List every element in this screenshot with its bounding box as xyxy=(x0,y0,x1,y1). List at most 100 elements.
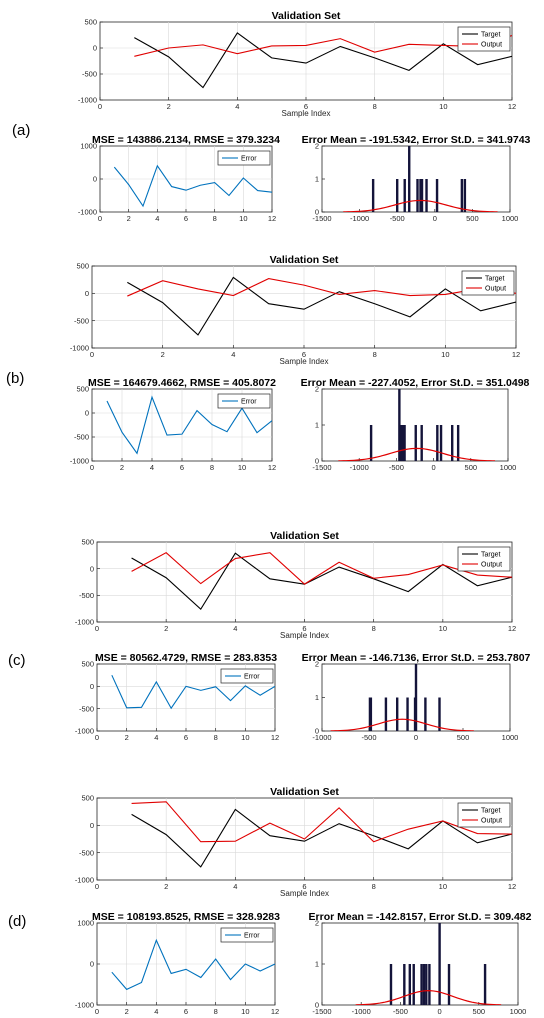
y-tick-label: -1000 xyxy=(75,1001,94,1010)
x-tick-label: 10 xyxy=(439,102,447,111)
x-tick-label: 0 xyxy=(432,463,436,472)
y-tick-label: 0 xyxy=(90,564,94,573)
error-plot-title: MSE = 143886.2134, RMSE = 379.3234 xyxy=(92,134,280,146)
y-tick-label: 1000 xyxy=(80,142,97,151)
x-tick-label: 2 xyxy=(120,463,124,472)
x-tick-label: 0 xyxy=(95,733,99,742)
error-series-line xyxy=(111,938,275,991)
validation-plot-title: Validation Set xyxy=(270,530,339,542)
x-tick-label: -1000 xyxy=(352,1007,371,1016)
histogram-bar xyxy=(412,964,415,1005)
legend-label: Error xyxy=(241,399,257,406)
histogram-bar xyxy=(389,964,393,1005)
panel-label: (b) xyxy=(6,370,24,387)
legend-box xyxy=(461,270,515,296)
y-tick-label: 0 xyxy=(85,289,89,298)
y-tick-label: 500 xyxy=(76,385,89,394)
histogram-bar xyxy=(439,425,443,461)
histogram-plot-frame xyxy=(321,922,519,1006)
error-plot-title: MSE = 108193.8525, RMSE = 328.9283 xyxy=(92,911,280,923)
y-tick-label: -1000 xyxy=(70,457,89,466)
x-tick-label: -1000 xyxy=(312,733,331,742)
x-tick-label: -500 xyxy=(393,1007,408,1016)
legend-box xyxy=(220,668,274,684)
x-tick-label: 8 xyxy=(373,350,377,359)
histogram-bar xyxy=(403,964,406,1005)
histogram-bar xyxy=(436,425,439,461)
histogram-bar xyxy=(399,425,403,461)
y-tick-label: 1 xyxy=(315,960,319,969)
x-tick-label: 12 xyxy=(512,350,520,359)
series-line-output xyxy=(134,34,512,57)
histogram-bar xyxy=(420,179,424,212)
y-tick-label: 0 xyxy=(315,727,319,736)
y-tick-label: 2 xyxy=(315,919,319,928)
histogram-bar xyxy=(396,179,399,212)
x-tick-label: -500 xyxy=(389,463,404,472)
legend-label: Target xyxy=(481,808,501,815)
x-tick-label: 4 xyxy=(154,733,158,742)
y-tick-label: 0 xyxy=(93,175,97,184)
panel-label: (d) xyxy=(8,913,26,930)
x-tick-label: 2 xyxy=(127,214,131,223)
legend-box xyxy=(457,26,511,52)
validation-plot-title: Validation Set xyxy=(272,10,341,22)
series-line-output xyxy=(131,551,512,585)
y-tick-label: -1000 xyxy=(78,96,97,105)
y-tick-label: 500 xyxy=(84,18,97,27)
histogram-plot-title: Error Mean = -191.5342, Error St.D. = 34… xyxy=(302,134,531,146)
histogram-bar xyxy=(369,425,373,461)
legend-label: Output xyxy=(481,818,502,825)
x-tick-label: 2 xyxy=(167,102,171,111)
histogram-bar xyxy=(456,425,460,461)
series-line-target xyxy=(131,808,512,868)
legend-label: Error xyxy=(241,156,257,163)
histogram-bar xyxy=(414,664,418,731)
histogram-bar xyxy=(371,179,375,212)
y-tick-label: 1 xyxy=(315,421,319,430)
x-tick-label: 500 xyxy=(465,463,478,472)
y-tick-label: -500 xyxy=(79,704,94,713)
y-tick-label: 0 xyxy=(93,44,97,53)
histogram-bar xyxy=(406,697,409,731)
histogram-bar xyxy=(420,425,423,461)
error-series-line xyxy=(113,164,272,208)
legend-box xyxy=(457,546,511,572)
y-tick-label: 0 xyxy=(315,208,319,217)
legend-box xyxy=(217,150,271,166)
y-tick-label: 0 xyxy=(315,457,319,466)
x-tick-label: -1500 xyxy=(312,1007,331,1016)
x-tick-label: 6 xyxy=(184,214,188,223)
y-tick-label: 1 xyxy=(315,693,319,702)
histogram-bar xyxy=(435,179,439,212)
x-tick-label: 8 xyxy=(373,102,377,111)
x-tick-label: 500 xyxy=(457,733,470,742)
y-tick-label: -500 xyxy=(79,591,94,600)
x-tick-label: 2 xyxy=(164,624,168,633)
error-series-line xyxy=(106,395,272,455)
x-tick-label: 6 xyxy=(302,882,306,891)
y-tick-label: -500 xyxy=(82,70,97,79)
histogram-bar xyxy=(369,697,373,731)
x-tick-label: -1000 xyxy=(350,463,369,472)
x-tick-label: 0 xyxy=(90,463,94,472)
x-tick-label: 2 xyxy=(125,733,129,742)
validation-plot: 0 2 4 6 8 10 12 -1000 -500 0 500 Validation Set Samp… xyxy=(75,786,516,898)
legend-box xyxy=(217,393,271,409)
x-tick-label: 10 xyxy=(241,1007,249,1016)
x-tick-label: 12 xyxy=(508,624,516,633)
histogram-bar xyxy=(408,964,412,1005)
histogram-bar xyxy=(438,923,441,1005)
x-tick-label: 500 xyxy=(473,1007,486,1016)
x-tick-label: 1000 xyxy=(500,463,517,472)
x-tick-label: 6 xyxy=(184,733,188,742)
x-tick-label: 8 xyxy=(372,624,376,633)
legend-label: Output xyxy=(481,42,502,49)
x-tick-label: 0 xyxy=(95,1007,99,1016)
